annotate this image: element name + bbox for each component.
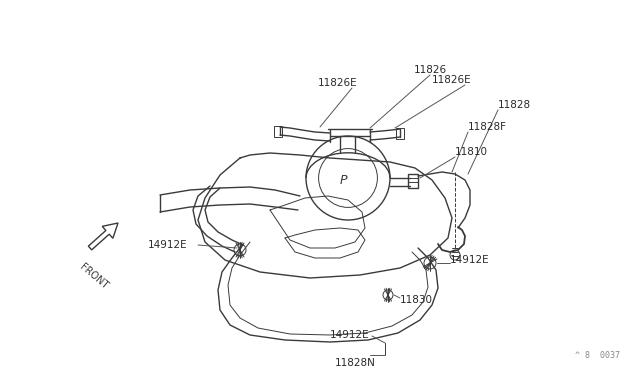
Text: 11826E: 11826E — [432, 75, 472, 85]
Text: 14912E: 14912E — [450, 255, 490, 265]
Text: 11826E: 11826E — [318, 78, 358, 88]
Text: FRONT: FRONT — [78, 262, 110, 291]
Text: 11828F: 11828F — [468, 122, 507, 132]
Text: P: P — [339, 174, 347, 187]
Text: ^ 8  0037: ^ 8 0037 — [575, 351, 620, 360]
FancyArrow shape — [88, 223, 118, 250]
Text: 11826: 11826 — [413, 65, 447, 75]
Text: 11828: 11828 — [498, 100, 531, 110]
Text: 11828N: 11828N — [335, 358, 376, 368]
Bar — [408, 174, 418, 188]
Text: 14912E: 14912E — [330, 330, 370, 340]
Bar — [274, 126, 282, 137]
Text: 14912E: 14912E — [148, 240, 188, 250]
Text: 11830: 11830 — [400, 295, 433, 305]
Bar — [396, 128, 404, 139]
Text: 11810: 11810 — [455, 147, 488, 157]
